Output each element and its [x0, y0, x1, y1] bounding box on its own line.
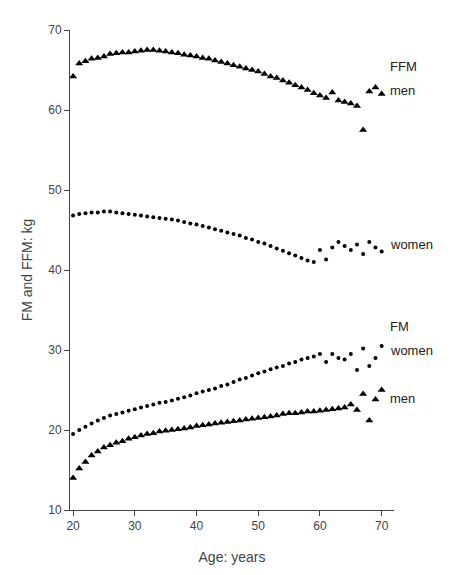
svg-text:FFM: FFM — [390, 59, 417, 74]
svg-text:30: 30 — [128, 519, 142, 533]
svg-text:women: women — [390, 343, 433, 358]
svg-text:40: 40 — [190, 519, 204, 533]
svg-text:60: 60 — [48, 103, 62, 117]
svg-text:70: 70 — [48, 23, 62, 37]
svg-text:70: 70 — [375, 519, 389, 533]
svg-text:60: 60 — [313, 519, 327, 533]
svg-text:10: 10 — [48, 503, 62, 517]
svg-text:FM and FFM: kg: FM and FFM: kg — [19, 219, 35, 322]
svg-text:women: women — [390, 237, 433, 252]
svg-text:30: 30 — [48, 343, 62, 357]
svg-text:50: 50 — [48, 183, 62, 197]
svg-text:men: men — [390, 83, 415, 98]
svg-text:20: 20 — [48, 423, 62, 437]
svg-text:Age: years: Age: years — [199, 549, 266, 565]
svg-text:20: 20 — [66, 519, 80, 533]
svg-text:40: 40 — [48, 263, 62, 277]
svg-text:50: 50 — [252, 519, 266, 533]
svg-text:men: men — [390, 391, 415, 406]
svg-text:FM: FM — [390, 319, 409, 334]
